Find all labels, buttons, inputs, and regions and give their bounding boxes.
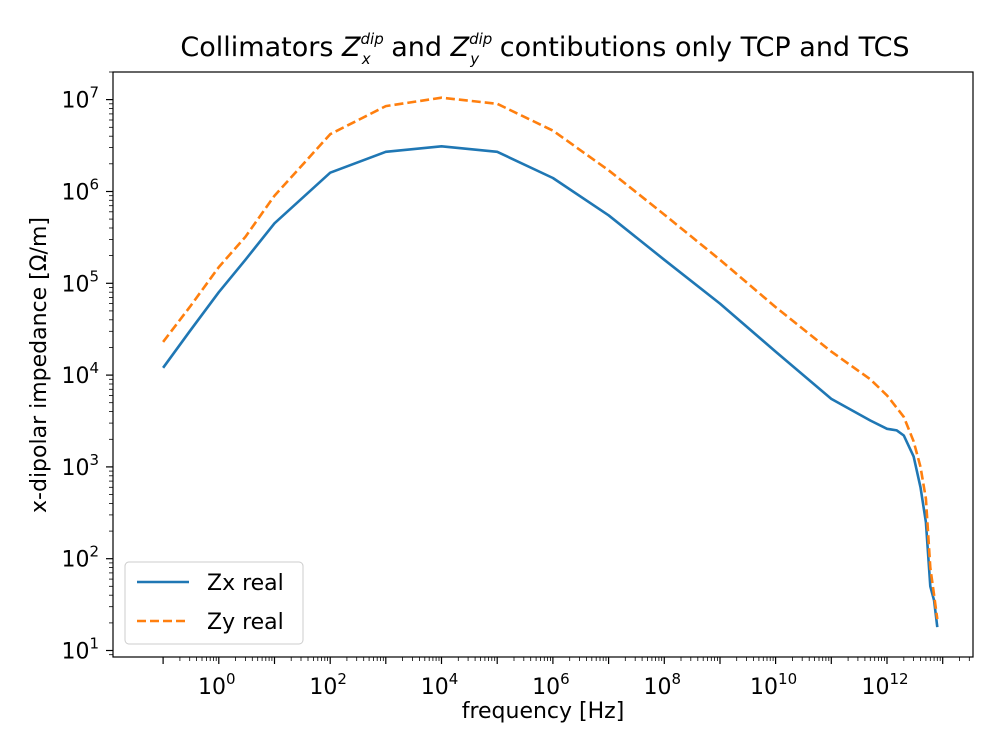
- y-tick-label: 103: [61, 451, 99, 481]
- legend: Zx real Zy real: [124, 561, 304, 645]
- x-tick-label: 1010: [750, 670, 797, 700]
- title-lead: Collimators: [180, 32, 342, 63]
- title-tail: contibutions only TCP and TCS: [491, 32, 909, 63]
- x-tick-label: 1012: [861, 670, 908, 700]
- title-zy-base: Z: [450, 32, 470, 63]
- x-axis-ticks: 100 102 104 106 108 1010 1012: [162, 657, 970, 700]
- y-tick-label: 106: [61, 176, 99, 206]
- title-zx-base: Z: [341, 32, 361, 63]
- legend-label-zy-real: Zy real: [207, 610, 284, 635]
- legend-label-zx-real: Zx real: [207, 571, 284, 596]
- y-tick-label: 107: [61, 84, 99, 114]
- y-tick-label: 104: [61, 359, 99, 389]
- title-zy-sub: y: [469, 50, 480, 68]
- series-line-zx-real: [162, 145, 939, 628]
- y-axis-ticks: 101 102 103 104 105 106 107: [61, 71, 113, 665]
- x-tick-label: 100: [198, 670, 236, 700]
- y-axis-label: x-dipolar impedance [Ω/m]: [27, 217, 52, 513]
- x-tick-label: 108: [644, 670, 682, 700]
- x-axis-label: frequency [Hz]: [462, 699, 625, 724]
- plot-area-frame: [112, 71, 974, 658]
- y-tick-label: 105: [61, 267, 99, 297]
- title-zx-sub: x: [361, 50, 371, 68]
- series-line-zy-real: [162, 96, 939, 620]
- title-mid: and: [383, 32, 451, 63]
- x-tick-label: 106: [532, 670, 570, 700]
- chart-title: Collimators Zdip x and Zdip y contibutions…: [180, 30, 909, 68]
- title-zy-sup: dip: [469, 30, 492, 48]
- y-tick-label: 102: [61, 543, 99, 573]
- x-tick-label: 104: [421, 670, 459, 700]
- y-tick-label: 101: [61, 635, 99, 665]
- series-layer: [162, 96, 939, 628]
- x-tick-label: 102: [309, 670, 347, 700]
- title-zx-sup: dip: [361, 30, 384, 48]
